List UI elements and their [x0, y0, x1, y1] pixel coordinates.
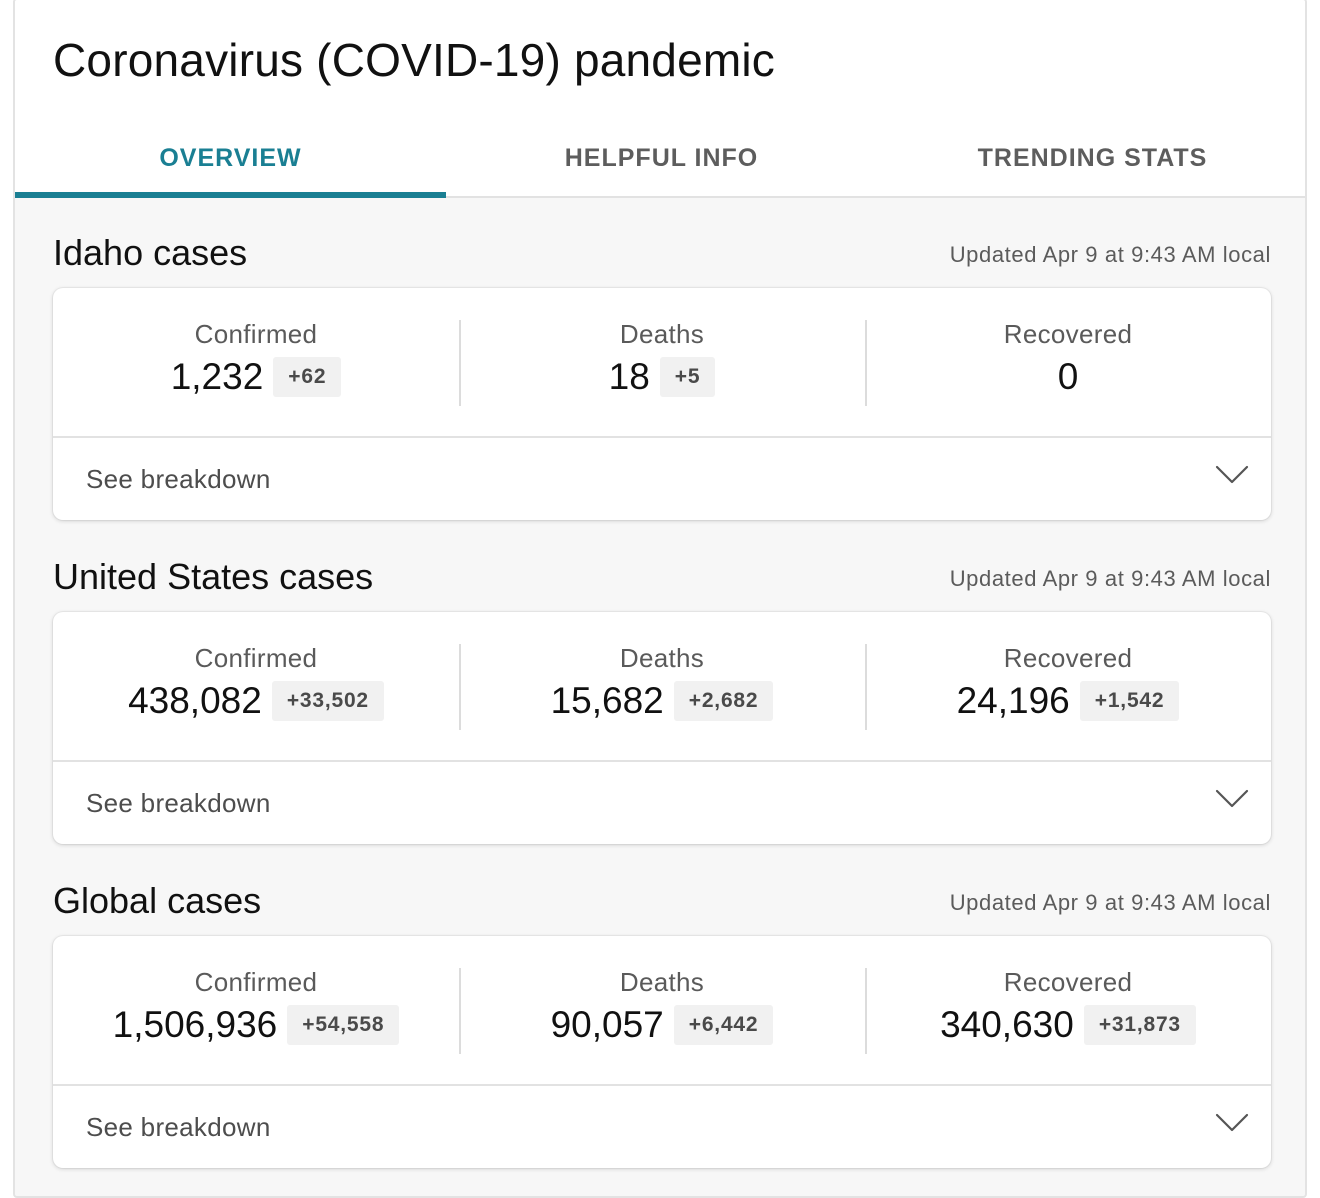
section-title: United States cases — [53, 556, 374, 597]
confirmed-delta-badge: +33,502 — [271, 681, 384, 721]
breakdown-label: See breakdown — [86, 788, 271, 818]
tab-helpful-info[interactable]: HELPFUL INFO — [564, 144, 759, 172]
updated-timestamp: Updated Apr 9 at 9:43 AM local — [949, 890, 1271, 915]
stats-row: Confirmed 1,506,936 +54,558 Deaths 90,05… — [53, 936, 1271, 1086]
deaths-value: 15,682 — [550, 680, 664, 721]
deaths-stat: Deaths 18 +5 — [459, 288, 865, 436]
updated-timestamp: Updated Apr 9 at 9:43 AM local — [949, 242, 1271, 267]
breakdown-label: See breakdown — [86, 1112, 271, 1142]
see-breakdown-button[interactable]: See breakdown — [53, 762, 1271, 842]
tab-bar: OVERVIEW HELPFUL INFO TRENDING STATS — [15, 128, 1305, 198]
see-breakdown-button[interactable]: See breakdown — [53, 438, 1271, 518]
see-breakdown-button[interactable]: See breakdown — [53, 1086, 1271, 1166]
stat-label: Deaths — [619, 319, 705, 349]
confirmed-stat: Confirmed 438,082 +33,502 — [53, 612, 459, 760]
stat-label: Deaths — [619, 643, 705, 673]
deaths-value: 18 — [608, 356, 650, 397]
stat-label: Recovered — [1003, 967, 1133, 997]
confirmed-stat: Confirmed 1,232 +62 — [53, 288, 459, 436]
recovered-stat: Recovered 0 — [865, 288, 1271, 436]
stat-label: Deaths — [619, 967, 705, 997]
recovered-delta-badge: +1,542 — [1079, 681, 1180, 721]
recovered-value: 24,196 — [956, 680, 1070, 721]
stats-card: Confirmed 438,082 +33,502 Deaths 15,682 … — [53, 612, 1271, 844]
deaths-value: 90,057 — [550, 1004, 664, 1045]
deaths-delta-badge: +2,682 — [673, 681, 774, 721]
tab-overview[interactable]: OVERVIEW — [15, 128, 446, 198]
stat-label: Recovered — [1003, 643, 1133, 673]
stats-row: Confirmed 438,082 +33,502 Deaths 15,682 … — [53, 612, 1271, 762]
stat-label: Confirmed — [194, 967, 318, 997]
confirmed-delta-badge: +54,558 — [287, 1005, 400, 1045]
recovered-value: 0 — [1057, 356, 1079, 397]
deaths-delta-badge: +6,442 — [673, 1005, 774, 1045]
chevron-down-icon — [1215, 1113, 1249, 1132]
stat-label: Confirmed — [194, 643, 318, 673]
stat-label: Confirmed — [194, 319, 318, 349]
page-title: Coronavirus (COVID-19) pandemic — [53, 34, 776, 86]
recovered-stat: Recovered 340,630 +31,873 — [865, 936, 1271, 1084]
section-title: Idaho cases — [53, 232, 248, 273]
deaths-stat: Deaths 90,057 +6,442 — [459, 936, 865, 1084]
stats-card: Confirmed 1,232 +62 Deaths 18 +5 Recover… — [53, 288, 1271, 520]
confirmed-value: 438,082 — [128, 680, 262, 721]
chevron-down-icon — [1215, 789, 1249, 808]
stats-card: Confirmed 1,506,936 +54,558 Deaths 90,05… — [53, 936, 1271, 1168]
tab-trending-stats[interactable]: TRENDING STATS — [977, 144, 1208, 172]
stat-label: Recovered — [1003, 319, 1133, 349]
confirmed-stat: Confirmed 1,506,936 +54,558 — [53, 936, 459, 1084]
panel-header: Coronavirus (COVID-19) pandemic OVERVIEW… — [15, 0, 1305, 198]
confirmed-value: 1,506,936 — [112, 1004, 278, 1045]
recovered-stat: Recovered 24,196 +1,542 — [865, 612, 1271, 760]
section-title: Global cases — [53, 880, 262, 921]
chevron-down-icon — [1215, 465, 1249, 484]
recovered-delta-badge: +31,873 — [1083, 1005, 1196, 1045]
recovered-value: 340,630 — [940, 1004, 1074, 1045]
updated-timestamp: Updated Apr 9 at 9:43 AM local — [949, 566, 1271, 591]
stats-row: Confirmed 1,232 +62 Deaths 18 +5 Recover… — [53, 288, 1271, 438]
covid-panel: Coronavirus (COVID-19) pandemic OVERVIEW… — [13, 0, 1307, 1198]
breakdown-label: See breakdown — [86, 464, 271, 494]
deaths-delta-badge: +5 — [659, 357, 716, 397]
confirmed-value: 1,232 — [170, 356, 264, 397]
deaths-stat: Deaths 15,682 +2,682 — [459, 612, 865, 760]
confirmed-delta-badge: +62 — [273, 357, 342, 397]
